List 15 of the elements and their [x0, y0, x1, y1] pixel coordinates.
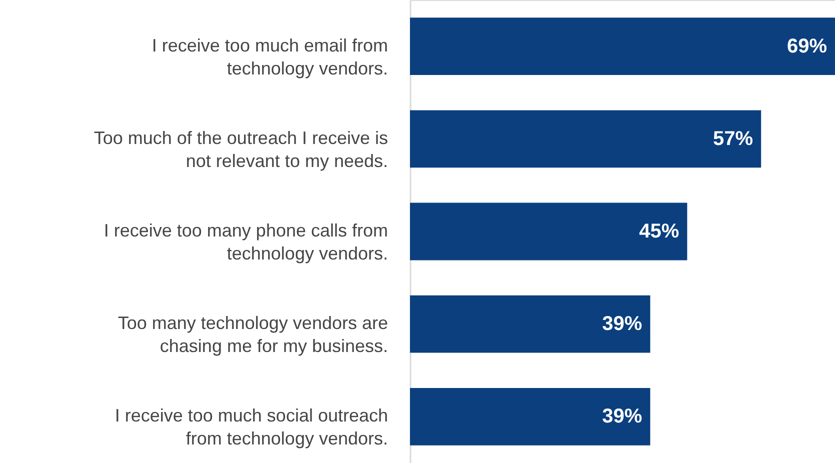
y-tick-label: Too much of the outreach I receive is not relevant to my needs. — [94, 128, 388, 171]
y-tick-label: I receive too much email from technology vendors. — [152, 35, 388, 78]
bar — [410, 110, 762, 168]
data-label: 39% — [602, 406, 642, 428]
data-label: 39% — [602, 313, 642, 336]
y-tick-label: Too many technology vendors are chasing me for my business. — [118, 313, 388, 356]
bar — [410, 18, 835, 76]
y-tick-label: I receive too many phone calls from technology vendors. — [104, 220, 388, 264]
data-label: 57% — [713, 128, 754, 150]
data-label: 69% — [786, 35, 828, 58]
bar — [410, 295, 650, 353]
y-tick-label: I receive too much social outreach from technology vendors. — [114, 406, 388, 449]
bar — [410, 202, 688, 260]
data-label: 45% — [639, 220, 680, 242]
bar — [410, 388, 650, 446]
